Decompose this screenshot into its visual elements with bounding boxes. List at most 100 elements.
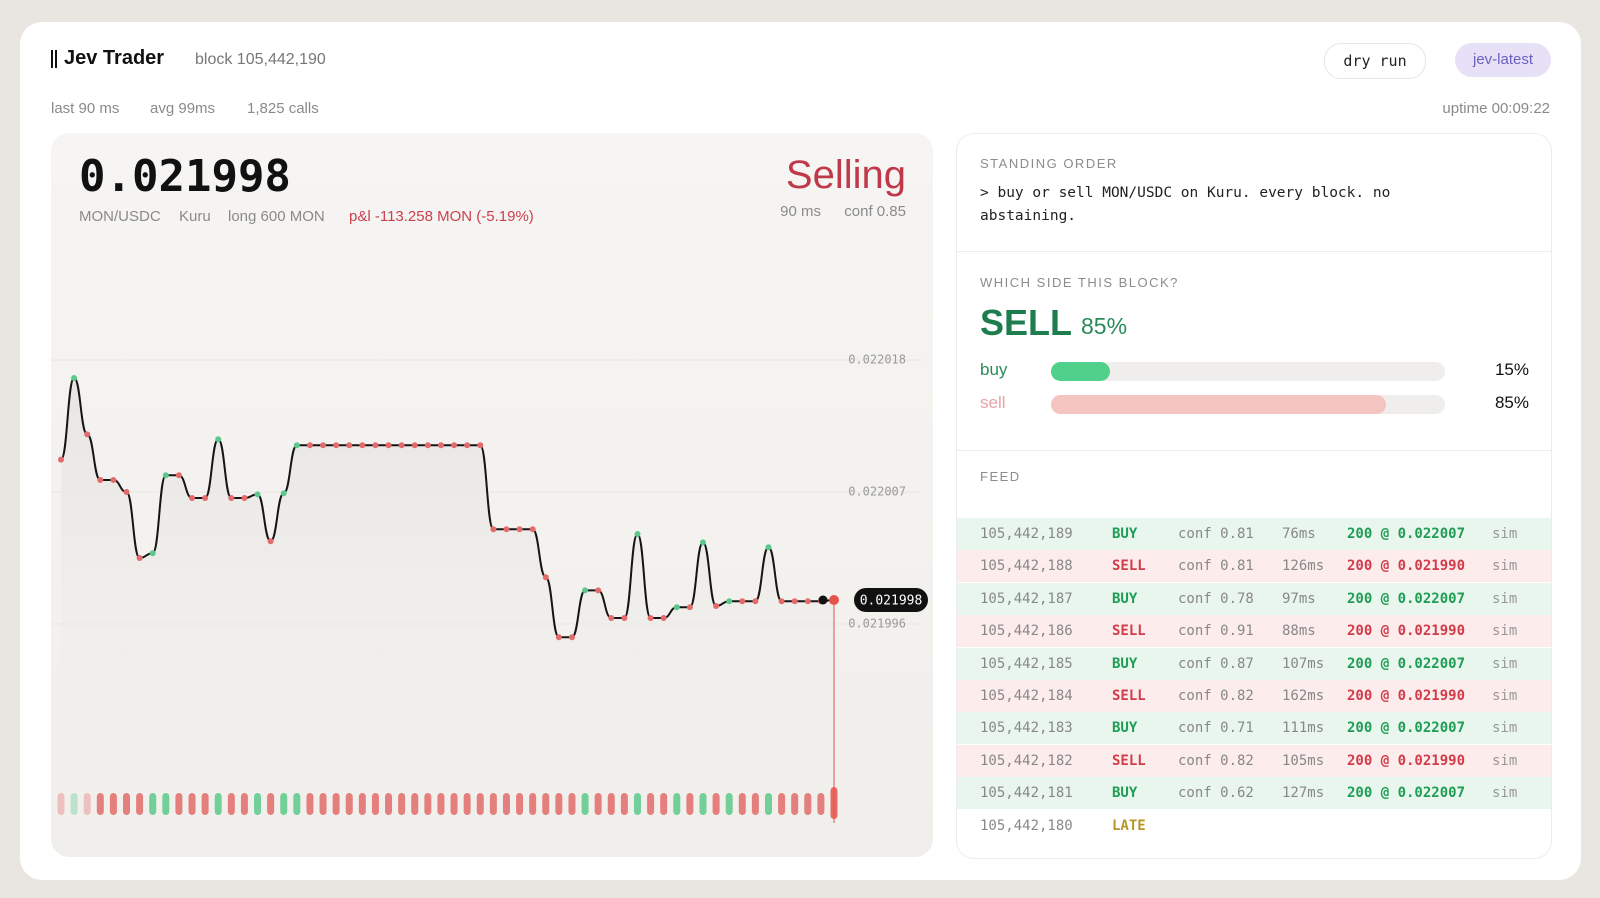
price-point [778,598,785,605]
signal-bar [385,793,393,815]
feed-cell: sim [1492,720,1518,737]
signal-bar [175,793,183,815]
decision-confidence: 85% [1081,313,1128,339]
feed-cell: 127ms [1282,785,1325,802]
signal-bar [647,793,655,815]
price-point [359,442,366,449]
price-point [437,442,444,449]
model-button[interactable]: jev-latest [1455,43,1551,77]
bar-fill [1051,395,1386,414]
block-number: block 105,442,190 [195,51,326,68]
signal-bar [83,793,91,815]
signal-bar [345,793,353,815]
feed-row [957,809,1551,842]
feed-cell: BUY [1112,785,1138,802]
price-point [673,604,680,611]
section-title: FEED [980,469,1021,484]
price-point [451,442,458,449]
price-point [333,442,340,449]
price-panel: 0.021996 0.022007 0.022018 0.021998 0.02199… [51,133,933,857]
signal-bar [293,793,301,815]
stat: avg 99ms [150,100,216,117]
price-point [490,526,497,533]
signal-bar [738,793,746,815]
signal-bar [254,793,262,815]
confidence: conf 0.85 [844,203,906,220]
signal-bar [398,793,406,815]
price-point [267,538,274,545]
price-point [568,634,575,641]
signal-bar [673,793,681,815]
price-point [58,456,64,463]
price-point [582,587,589,594]
feed-cell: conf 0.82 [1178,688,1254,704]
feed-cell: 200 @ 0.022007 [1347,655,1466,672]
feed-cell: BUY [1112,590,1138,607]
price-point [254,491,261,498]
feed-cell: 126ms [1282,558,1325,575]
signal-bar [162,793,170,815]
feed-cell: 111ms [1282,720,1325,737]
feed-cell: conf 0.82 [1178,752,1254,769]
feed-cell: sim [1492,623,1518,640]
price-pill [854,588,928,612]
price-point [647,615,654,621]
feed-cell: 105,442,181 [980,785,1073,802]
price-point [189,495,196,501]
feed-row [957,550,1551,583]
signal-bar [568,793,576,815]
feed-cell: 105,442,180 [980,817,1073,834]
bar-value: 15% [1494,360,1529,379]
signal-bar [201,793,209,815]
price-point [804,598,811,605]
signal-bar [542,793,550,815]
feed-row [957,615,1551,648]
signal-bar [358,793,366,815]
price-point [765,544,772,551]
signal-bar [476,793,484,815]
feed-cell: 105,442,184 [980,688,1073,704]
signal-bar [227,793,235,815]
signal-bar [149,793,157,815]
feed-row [957,777,1551,810]
price-point [162,472,169,479]
feed-cell: sim [1492,526,1518,542]
feed-cell: 200 @ 0.022007 [1347,720,1466,737]
feed-cell: 200 @ 0.022007 [1347,785,1466,802]
price-point [660,615,667,621]
signal-bar [502,793,510,815]
signal-bar [123,793,131,815]
price-point [503,526,510,533]
feed-cell: 200 @ 0.022007 [1347,526,1466,542]
feed-cell: 200 @ 0.022007 [1347,590,1466,607]
price-point [71,375,78,381]
price-point [829,595,839,605]
signal-bar [214,793,222,815]
feed-cell: 107ms [1282,655,1325,672]
price-point [228,495,235,501]
price-point [136,555,143,561]
feed-cell: sim [1492,590,1518,607]
price-point [791,598,798,605]
signal-bar [804,793,812,815]
signal-bar [660,793,668,815]
feed-cell: 105,442,189 [980,526,1073,542]
price-point [739,598,746,605]
price: 0.021998 [79,151,291,202]
signal-bar [516,793,524,815]
feed-cell: 200 @ 0.021990 [1347,558,1466,575]
feed-cell: conf 0.91 [1178,623,1254,640]
price-point [215,436,222,443]
dry-run-button[interactable]: dry run [1324,43,1426,79]
y-tick-label: 0.021996 [848,617,906,631]
feed-cell: 105,442,185 [980,655,1073,672]
feed-cell: sim [1492,785,1518,802]
venue: Kuru [179,208,211,225]
logo-icon [51,50,58,68]
signal-bar [594,793,602,815]
price-point [542,574,549,581]
price-pill-label: 0.021998 [860,594,923,609]
signal-bar [450,793,458,815]
bar-track [1051,362,1445,381]
latency: 90 ms [780,203,821,220]
